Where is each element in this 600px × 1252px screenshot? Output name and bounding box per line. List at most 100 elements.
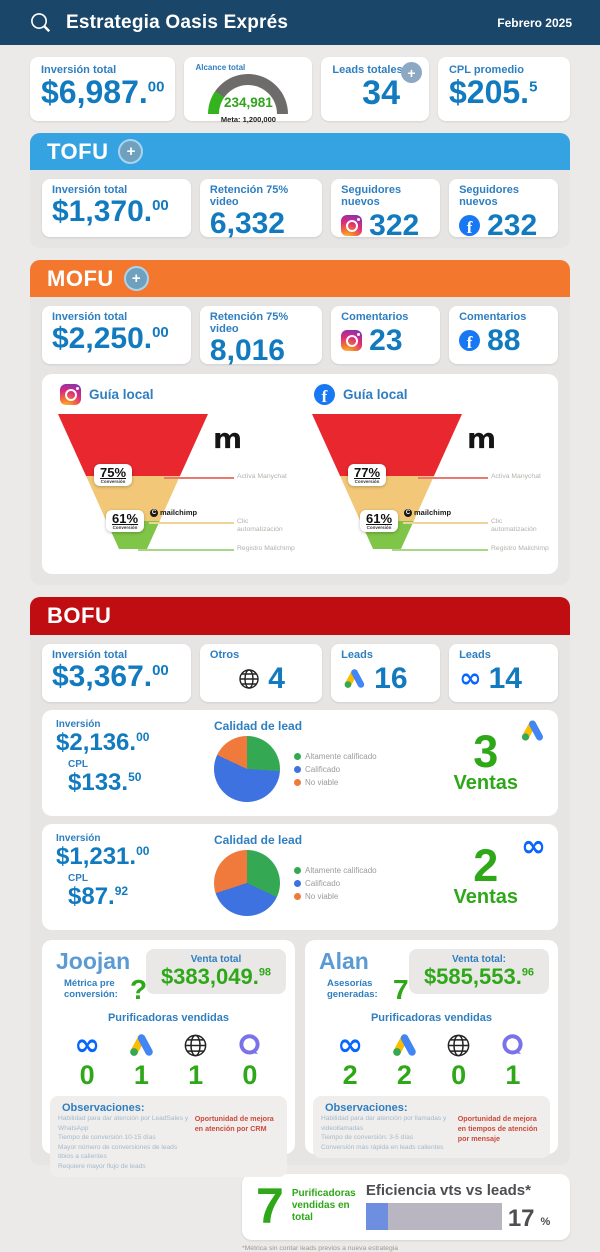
ventas-count: 3 — [473, 725, 499, 777]
legend-dot-blue — [294, 879, 301, 887]
improvement-note: Oportunidad de mejora en atención por CR… — [194, 1114, 274, 1134]
funnel-facebook: Guía local 77% Conversión 61% Conversión… — [300, 384, 554, 568]
meta-icon: ∞ — [74, 1026, 101, 1063]
sales-card-alan: Alan Asesorías generadas: 7 Venta total:… — [305, 940, 558, 1159]
facebook-icon — [459, 330, 481, 352]
conversion-badge: 77% Conversión — [348, 464, 387, 487]
meta-performance-card: Inversión $1,231.00 CPL $87.92 Calidad d… — [42, 824, 558, 930]
efficiency-unit: % — [540, 1216, 551, 1228]
globe-icon — [239, 669, 259, 689]
observaciones-box: Observaciones: Habilidad para dar atenci… — [313, 1096, 550, 1159]
funnel-stage-label: Clic automatización — [237, 518, 283, 533]
funnel-title: Guía local — [89, 387, 154, 402]
instagram-icon — [341, 215, 363, 237]
leader-line — [138, 549, 234, 551]
section-bofu: BOFU Inversión total $3,367.00 Otros 4 L… — [30, 597, 570, 1178]
conversion-badge: 61% Conversión — [360, 510, 399, 533]
legend-dot-green — [294, 866, 301, 874]
kpi-label: Leads totales — [332, 64, 403, 76]
bofu-card-leads-google: Leads 16 — [331, 644, 441, 702]
funnel-stage-label: Activa Manychat — [491, 473, 541, 480]
kpi-row: Inversión total $6,987.00 Alcance total … — [30, 57, 571, 124]
venta-total-box: Venta total: $585,553.96 — [409, 949, 549, 995]
efficiency-bar-fill — [365, 1203, 388, 1230]
plus-icon[interactable]: + — [123, 266, 149, 291]
conversion-badge: 61% Conversión — [106, 510, 145, 533]
improvement-note: Oportunidad de mejora en tiempos de aten… — [457, 1114, 538, 1144]
bofu-header: BOFU — [30, 597, 570, 635]
leader-line — [149, 522, 234, 524]
sales-row: Joojan Métrica pre conversión: ? Venta t… — [42, 940, 558, 1178]
leader-line — [392, 549, 488, 551]
plus-icon[interactable]: + — [118, 139, 144, 164]
meta-icon: ∞ — [521, 829, 546, 864]
kpi-value: 34 — [362, 74, 400, 113]
pie-title: Calidad de lead — [214, 833, 303, 847]
mofu-card-retencion: Retención 75% video 8,016 — [199, 306, 323, 366]
ventas-label: Ventas — [453, 772, 518, 795]
leader-line — [403, 522, 488, 524]
funnel-stage-top — [312, 414, 462, 476]
gauge-value: 234,981 — [224, 94, 273, 110]
metric-label: Asesorías generadas: — [327, 978, 378, 1000]
conversion-badge: 75% Conversión — [94, 464, 133, 487]
salesperson-name: Alan — [319, 948, 369, 974]
footnote: *Métrica sin contar leads previos a nuev… — [242, 1245, 399, 1252]
salesperson-name: Joojan — [56, 948, 131, 974]
leader-line — [164, 477, 234, 479]
metric-label: Métrica pre conversión: — [64, 978, 118, 1000]
legend-dot-orange — [294, 892, 301, 900]
header-bar: Estrategia Oasis Exprés Febrero 2025 — [0, 0, 600, 45]
kpi-value: $205.5 — [448, 74, 538, 111]
bofu-card-leads-meta: Leads ∞ 14 — [449, 644, 558, 702]
instagram-icon — [60, 384, 81, 405]
ventas-count: 2 — [473, 839, 499, 891]
total-sold: 7 — [256, 1177, 284, 1234]
summary-card: 7 Purificadoras vendidas en total Eficie… — [242, 1174, 570, 1240]
bofu-card-inversion: Inversión total $3,367.00 — [42, 644, 191, 702]
bofu-card-otros: Otros 4 — [199, 644, 323, 702]
section-mofu: MOFU + Inversión total $2,250.00 Retenci… — [30, 260, 570, 585]
tofu-header: TOFU + — [30, 133, 570, 170]
sold-label: Purificadoras vendidas — [370, 1012, 493, 1024]
kpi-alcance-total: Alcance total 234,981 Meta: 1,200,000 — [184, 57, 313, 124]
google-ads-icon — [130, 1034, 154, 1056]
plus-icon[interactable]: + — [400, 62, 422, 83]
venta-total-box: Venta total $383,049.98 — [146, 949, 286, 995]
mailchimp-logo: C mailchimp — [404, 508, 452, 517]
kpi-leads-totales: Leads totales 34 + — [321, 57, 429, 121]
efficiency-title: Eficiencia vts vs leads* — [365, 1182, 531, 1199]
mofu-title: MOFU — [47, 265, 114, 291]
mofu-cards: Inversión total $2,250.00 Retención 75% … — [42, 306, 558, 366]
leader-line — [418, 477, 488, 479]
facebook-icon — [314, 384, 335, 405]
section-tofu: TOFU + Inversión total $1,370.00 Retenci… — [30, 133, 570, 248]
mofu-card-inversion: Inversión total $2,250.00 — [42, 306, 191, 364]
kpi-label: CPL promedio — [448, 64, 524, 76]
legend-dot-green — [294, 752, 301, 760]
summary-row: 7 Purificadoras vendidas en total Eficie… — [30, 1174, 570, 1240]
funnel-instagram: Guía local 75% Conversión 61% Conversión… — [46, 384, 300, 568]
mailchimp-logo: C mailchimp — [150, 508, 198, 517]
google-ads-performance-card: Inversión $2,136.00 CPL $133.50 Calidad … — [42, 710, 558, 816]
gauge-chart: 234,981 Meta: 1,200,000 — [195, 73, 301, 124]
bofu-title: BOFU — [47, 603, 112, 628]
funnel-stage-label: Clic automatización — [491, 518, 537, 533]
magnifier-icon — [31, 12, 51, 32]
kpi-cpl-promedio: CPL promedio $205.5 — [437, 57, 571, 121]
sales-card-joojan: Joojan Métrica pre conversión: ? Venta t… — [42, 940, 295, 1178]
kpi-label: Alcance total — [195, 63, 246, 72]
sold-by-channel: ∞ 2 2 — [313, 1029, 550, 1089]
globe-icon — [184, 1034, 207, 1056]
google-ads-icon — [393, 1034, 417, 1056]
funnel-stage-label: Registro Mailchimp — [237, 545, 295, 552]
tofu-cards: Inversión total $1,370.00 Retención 75% … — [42, 179, 558, 241]
meta-icon: ∞ — [459, 663, 482, 695]
gauge-goal: Meta: 1,200,000 — [220, 114, 276, 124]
tofu-card-retencion: Retención 75% video 6,332 — [199, 179, 323, 239]
manychat-logo: m — [213, 422, 242, 455]
pie-title: Calidad de lead — [214, 719, 303, 733]
page-title: Estrategia Oasis Exprés — [66, 11, 289, 33]
funnel-stage-top — [58, 414, 208, 476]
bofu-cards: Inversión total $3,367.00 Otros 4 Leads — [42, 644, 558, 702]
